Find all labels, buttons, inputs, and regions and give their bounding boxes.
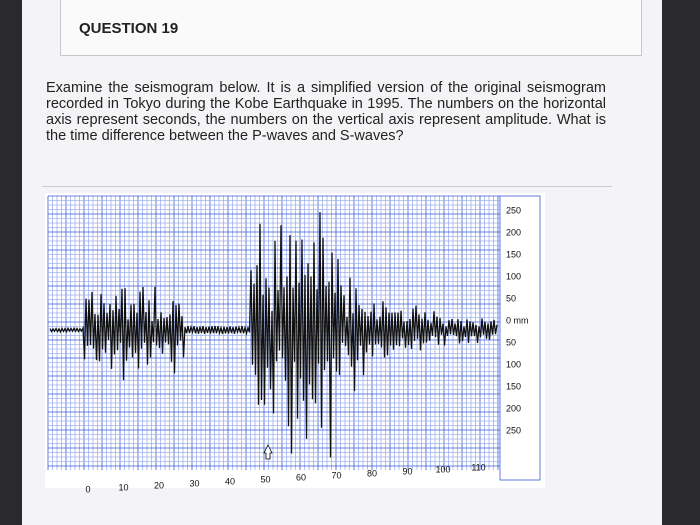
x-axis-label: 0	[85, 484, 90, 494]
question-text: Examine the seismogram below. It is a si…	[46, 80, 606, 144]
cursor	[263, 444, 273, 460]
y-axis-label: 250	[506, 425, 521, 435]
label-column	[499, 195, 541, 481]
x-axis-label: 20	[154, 480, 164, 490]
y-axis-label: 200	[506, 403, 521, 413]
y-axis-label: 100	[506, 359, 521, 369]
x-axis-label: 10	[118, 482, 128, 492]
question-title: QUESTION 19	[79, 20, 179, 37]
question-header: QUESTION 19	[60, 0, 642, 56]
x-axis-label: 100	[435, 464, 450, 474]
waveform	[49, 212, 498, 458]
y-axis-label: 200	[506, 227, 521, 237]
x-axis-label: 110	[471, 462, 485, 472]
y-axis-label: 0 mm	[506, 315, 529, 325]
y-axis-label: 50	[506, 293, 516, 303]
x-axis-label: 80	[367, 468, 377, 478]
x-axis-label: 70	[331, 470, 341, 480]
y-axis-label: 250	[506, 205, 521, 215]
y-axis-label: 100	[506, 271, 521, 281]
x-axis-label: 50	[260, 474, 270, 484]
separator	[42, 186, 612, 187]
x-axis-label: 30	[189, 478, 199, 488]
x-axis-label: 40	[225, 476, 235, 486]
x-axis-label: 90	[402, 466, 412, 476]
y-axis-label: 50	[506, 337, 516, 347]
x-axis-label: 60	[296, 472, 306, 482]
y-axis-label: 150	[506, 249, 521, 259]
y-axis-label: 150	[506, 381, 521, 391]
